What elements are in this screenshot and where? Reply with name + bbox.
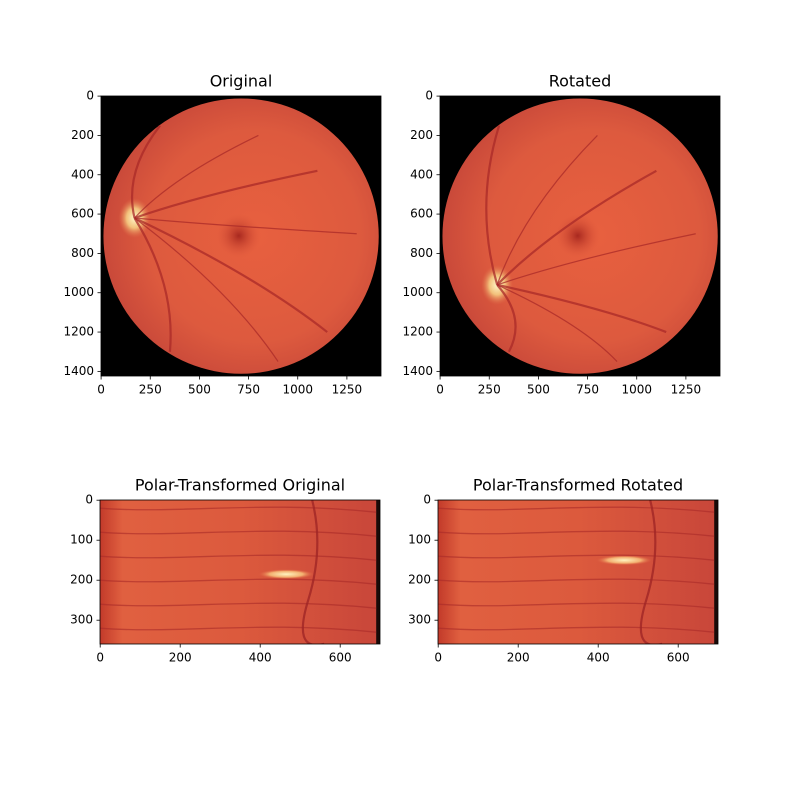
y-tick-label: 1400: [63, 364, 94, 378]
vessel: [134, 217, 357, 235]
axes-frame: [100, 95, 382, 377]
vessel: [100, 626, 377, 633]
x-tick-label: 0: [436, 383, 444, 397]
y-tick-label: 400: [71, 167, 94, 181]
axes-frame: [99, 499, 381, 645]
fovea: [216, 213, 261, 258]
y-tick-label: 1400: [402, 364, 433, 378]
y-tick-label: 200: [71, 128, 94, 142]
image: [101, 96, 381, 376]
vessel: [100, 530, 377, 537]
vessel: [438, 506, 715, 513]
vessel: [496, 233, 696, 286]
optic-disc: [258, 569, 315, 580]
image-background: [438, 500, 718, 644]
vessel: [134, 169, 318, 220]
y-tick-label: 300: [70, 613, 93, 627]
axes-title: Polar-Transformed Original: [135, 476, 345, 495]
vessel: [438, 626, 715, 633]
vessel: [639, 500, 663, 644]
y-tick-label: 200: [408, 573, 431, 587]
x-tick-label: 250: [478, 383, 501, 397]
x-tick-label: 500: [527, 383, 550, 397]
vessel: [438, 554, 715, 561]
x-tick-label: 0: [434, 651, 442, 665]
image: [438, 500, 718, 644]
y-tick-label: 1200: [63, 325, 94, 339]
x-tick-label: 1000: [282, 383, 313, 397]
y-tick-label: 600: [71, 207, 94, 221]
y-tick-label: 300: [408, 613, 431, 627]
vessel: [438, 530, 715, 537]
vessel: [496, 283, 667, 334]
image: [440, 96, 720, 376]
y-tick-label: 100: [408, 533, 431, 547]
vessel: [100, 506, 377, 513]
y-tick-label: 100: [70, 533, 93, 547]
edge-band: [376, 500, 380, 644]
vessel: [485, 125, 501, 286]
axes: Polar-Transformed Rotated 0 200 400 600 0 100 2…: [408, 476, 719, 665]
y-tick-label: 0: [85, 493, 93, 507]
x-tick-label: 500: [188, 383, 211, 397]
y-tick-label: 0: [425, 89, 433, 103]
x-tick-label: 600: [329, 651, 352, 665]
y-tick-label: 200: [70, 573, 93, 587]
x-tick-label: 200: [169, 651, 192, 665]
y-tick-label: 800: [71, 246, 94, 260]
vessel: [133, 217, 172, 352]
vessel: [496, 284, 618, 362]
y-tick-label: 200: [410, 128, 433, 142]
y-tick-label: 1000: [402, 285, 433, 299]
x-tick-label: 400: [587, 651, 610, 665]
x-tick-label: 0: [96, 651, 104, 665]
x-tick-label: 250: [139, 383, 162, 397]
x-tick-label: 600: [667, 651, 690, 665]
x-tick-label: 1250: [671, 383, 702, 397]
y-tick-label: 0: [423, 493, 431, 507]
vessel: [496, 135, 598, 286]
vessel: [438, 578, 715, 585]
y-tick-label: 400: [410, 167, 433, 181]
x-tick-label: 750: [237, 383, 260, 397]
x-tick-label: 1000: [621, 383, 652, 397]
vessel: [100, 554, 377, 561]
x-tick-label: 400: [249, 651, 272, 665]
y-tick-label: 0: [86, 89, 94, 103]
x-tick-label: 1250: [332, 383, 363, 397]
optic-disc: [596, 555, 653, 566]
axes-title: Original: [210, 72, 273, 91]
vessel: [438, 602, 715, 609]
axes-frame: [439, 95, 721, 377]
vessel: [134, 217, 328, 333]
x-tick-label: 750: [576, 383, 599, 397]
vessel: [301, 500, 325, 644]
axes: Original 0 250 500 750 1000 1250 0 200 400 600 800 1…: [63, 72, 382, 397]
axes-title: Polar-Transformed Rotated: [473, 476, 683, 495]
axes: Rotated 0 250 500 750 1000 1250 0 200 400 600 800 10…: [402, 72, 721, 397]
vessel: [134, 134, 259, 219]
image: [100, 500, 380, 644]
axes: Polar-Transformed Original 0 200 400 600 0 100…: [70, 476, 381, 665]
vessel: [134, 217, 279, 362]
axes-title: Rotated: [549, 72, 612, 91]
image-background: [100, 500, 380, 644]
vessel: [496, 169, 657, 286]
x-tick-label: 200: [507, 651, 530, 665]
vessel: [100, 578, 377, 585]
fovea: [555, 213, 600, 258]
y-tick-label: 1000: [63, 285, 94, 299]
y-tick-label: 600: [410, 207, 433, 221]
vessel: [131, 124, 161, 219]
y-tick-label: 800: [410, 246, 433, 260]
vessel: [496, 284, 517, 353]
x-tick-label: 0: [97, 383, 105, 397]
edge-band: [714, 500, 718, 644]
axes-frame: [437, 499, 719, 645]
y-tick-label: 1200: [402, 325, 433, 339]
vessel: [100, 602, 377, 609]
